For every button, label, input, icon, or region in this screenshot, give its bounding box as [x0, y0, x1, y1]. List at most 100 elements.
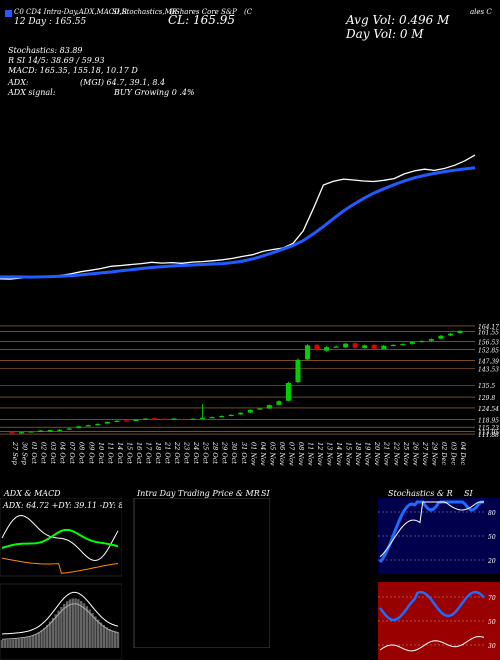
y-tick-label: 124.54: [478, 406, 499, 413]
candle-body: [171, 418, 177, 420]
macd-histogram-bar: [14, 639, 18, 648]
candle-body: [219, 416, 225, 418]
y-tick-label: 111.88: [478, 432, 499, 438]
candle-body: [95, 423, 101, 426]
macd-histogram-bar: [113, 631, 117, 648]
candle-body: [76, 426, 82, 429]
macd-histogram-bar: [77, 599, 80, 648]
ticker-line-2: SI,Stochastics,MR: [112, 8, 178, 16]
moving-average-line: [0, 166, 476, 279]
macd-histogram-bar: [9, 639, 12, 648]
date-label: 08 Nov: [297, 442, 305, 466]
date-label: 17 Oct: [144, 442, 152, 464]
ticker-line-3: (iShares Core S&P: [170, 8, 237, 16]
candle-body: [85, 425, 91, 427]
plus-di-line: [1, 528, 119, 549]
date-label: 20 Nov: [373, 441, 381, 466]
macd-histogram-bar: [102, 625, 106, 648]
date-label: 30 Sep: [21, 442, 29, 466]
candle-body: [228, 414, 234, 417]
macd-histogram-bar: [60, 607, 63, 648]
date-label: 22 Nov: [392, 441, 400, 466]
macd-histogram-bar: [37, 632, 40, 648]
date-label: 21 Oct: [164, 441, 172, 464]
candle-body: [343, 343, 349, 348]
candle-body: [123, 420, 129, 422]
macd-histogram-bar: [85, 606, 89, 648]
stoch-tick-label: 80: [488, 510, 496, 517]
date-label: 04 Nov: [259, 442, 267, 466]
candle-body: [238, 412, 244, 415]
adx-signal-text: BUY Growing 0 .4%: [114, 88, 195, 97]
candle-body: [114, 420, 120, 423]
macd-histogram-bar: [82, 603, 86, 648]
macd-histogram-bar: [63, 603, 66, 648]
close-label: CL: 165.95: [168, 13, 235, 27]
date-label: 15 Nov: [345, 442, 353, 466]
intraday-panel: [133, 498, 270, 648]
macd-histogram-bar: [54, 614, 57, 648]
y-tick-label: 147.39: [478, 359, 499, 366]
date-label: 12 Nov: [316, 442, 324, 466]
date-label: 31 Oct: [240, 442, 248, 464]
macd-histogram-bar: [80, 600, 83, 648]
intraday-box: [133, 498, 270, 648]
ticker-line: C0 CD4 Intra-Day,ADX,MACD,R: [14, 8, 128, 16]
rsi-stat: R SI 14/5: 38.69 / 59.93: [8, 56, 105, 65]
y-tick-label: 113.05: [478, 430, 499, 437]
date-label: 08 Oct: [78, 442, 86, 464]
date-label: 03 Oct: [49, 442, 57, 464]
adx-label: ADX:: [8, 78, 29, 87]
candle-body: [152, 418, 158, 420]
stoch-title-tail: SI: [464, 489, 473, 498]
date-axis: 27 Sep 30 Sep 01 Oct 02 Oct 03 Oct 04 Oct 07 O…: [11, 441, 467, 466]
date-label: 22 Oct: [173, 441, 181, 464]
date-label: 21 Nov: [383, 441, 391, 466]
candle-body: [209, 417, 215, 419]
adx-line: [1, 514, 119, 562]
macd-histogram-bar: [3, 639, 7, 648]
y-tick-label: 118.95: [478, 418, 499, 425]
candle-body: [257, 408, 263, 410]
stochastics-stat: Stochastics: 83.89: [8, 46, 83, 55]
date-label: 07 Oct: [68, 442, 76, 464]
rsi-line: [379, 590, 485, 622]
adx-values: (MGI) 64.7, 39.1, 8.4: [80, 78, 166, 87]
macd-histogram-bar: [46, 624, 49, 648]
stoch-tick-label: 20: [487, 558, 496, 565]
price-line: [0, 154, 476, 280]
candle-body: [200, 417, 206, 419]
macd-histogram-bar: [0, 640, 4, 648]
candle-body: [133, 419, 139, 421]
macd-histogram-bar: [96, 619, 100, 648]
candle-body: [295, 359, 301, 383]
macd-stat: MACD: 165.35, 155.18, 10.17 D: [8, 66, 138, 75]
mrsi-line: [379, 635, 485, 652]
candle-body: [352, 343, 358, 348]
adx-macd-title: ADX & MACD: [4, 489, 61, 498]
candle-body: [457, 330, 463, 334]
candle-body: [104, 421, 110, 424]
adx-macd-panel: ADX: 64.72 +DY: 39.11 -DY: 8.38: [0, 498, 122, 660]
macd-histogram-bar: [12, 639, 15, 648]
macd-histogram-bar: [43, 627, 46, 648]
candle-body: [428, 339, 434, 341]
stoch-k-line: [378, 500, 484, 563]
date-label: 01 Oct: [30, 442, 38, 464]
rsi-tick-label: 50: [488, 619, 496, 626]
date-label: 11 Oct: [106, 442, 114, 464]
header-tail: ales C: [470, 8, 492, 16]
date-label: 29 Nov: [430, 441, 438, 466]
y-tick-label: 152.85: [478, 347, 499, 354]
macd-histogram-bar: [20, 638, 24, 648]
macd-histogram-bar: [48, 621, 52, 648]
candle-body: [400, 344, 406, 346]
macd-histogram-bar: [51, 618, 55, 648]
candle-body: [190, 418, 196, 420]
macd-histogram-bar: [26, 637, 29, 648]
date-label: 24 Oct: [192, 441, 200, 464]
date-label: 02 Dec: [440, 442, 448, 465]
candle-body: [266, 405, 272, 409]
date-label: 10 Oct: [97, 442, 105, 464]
